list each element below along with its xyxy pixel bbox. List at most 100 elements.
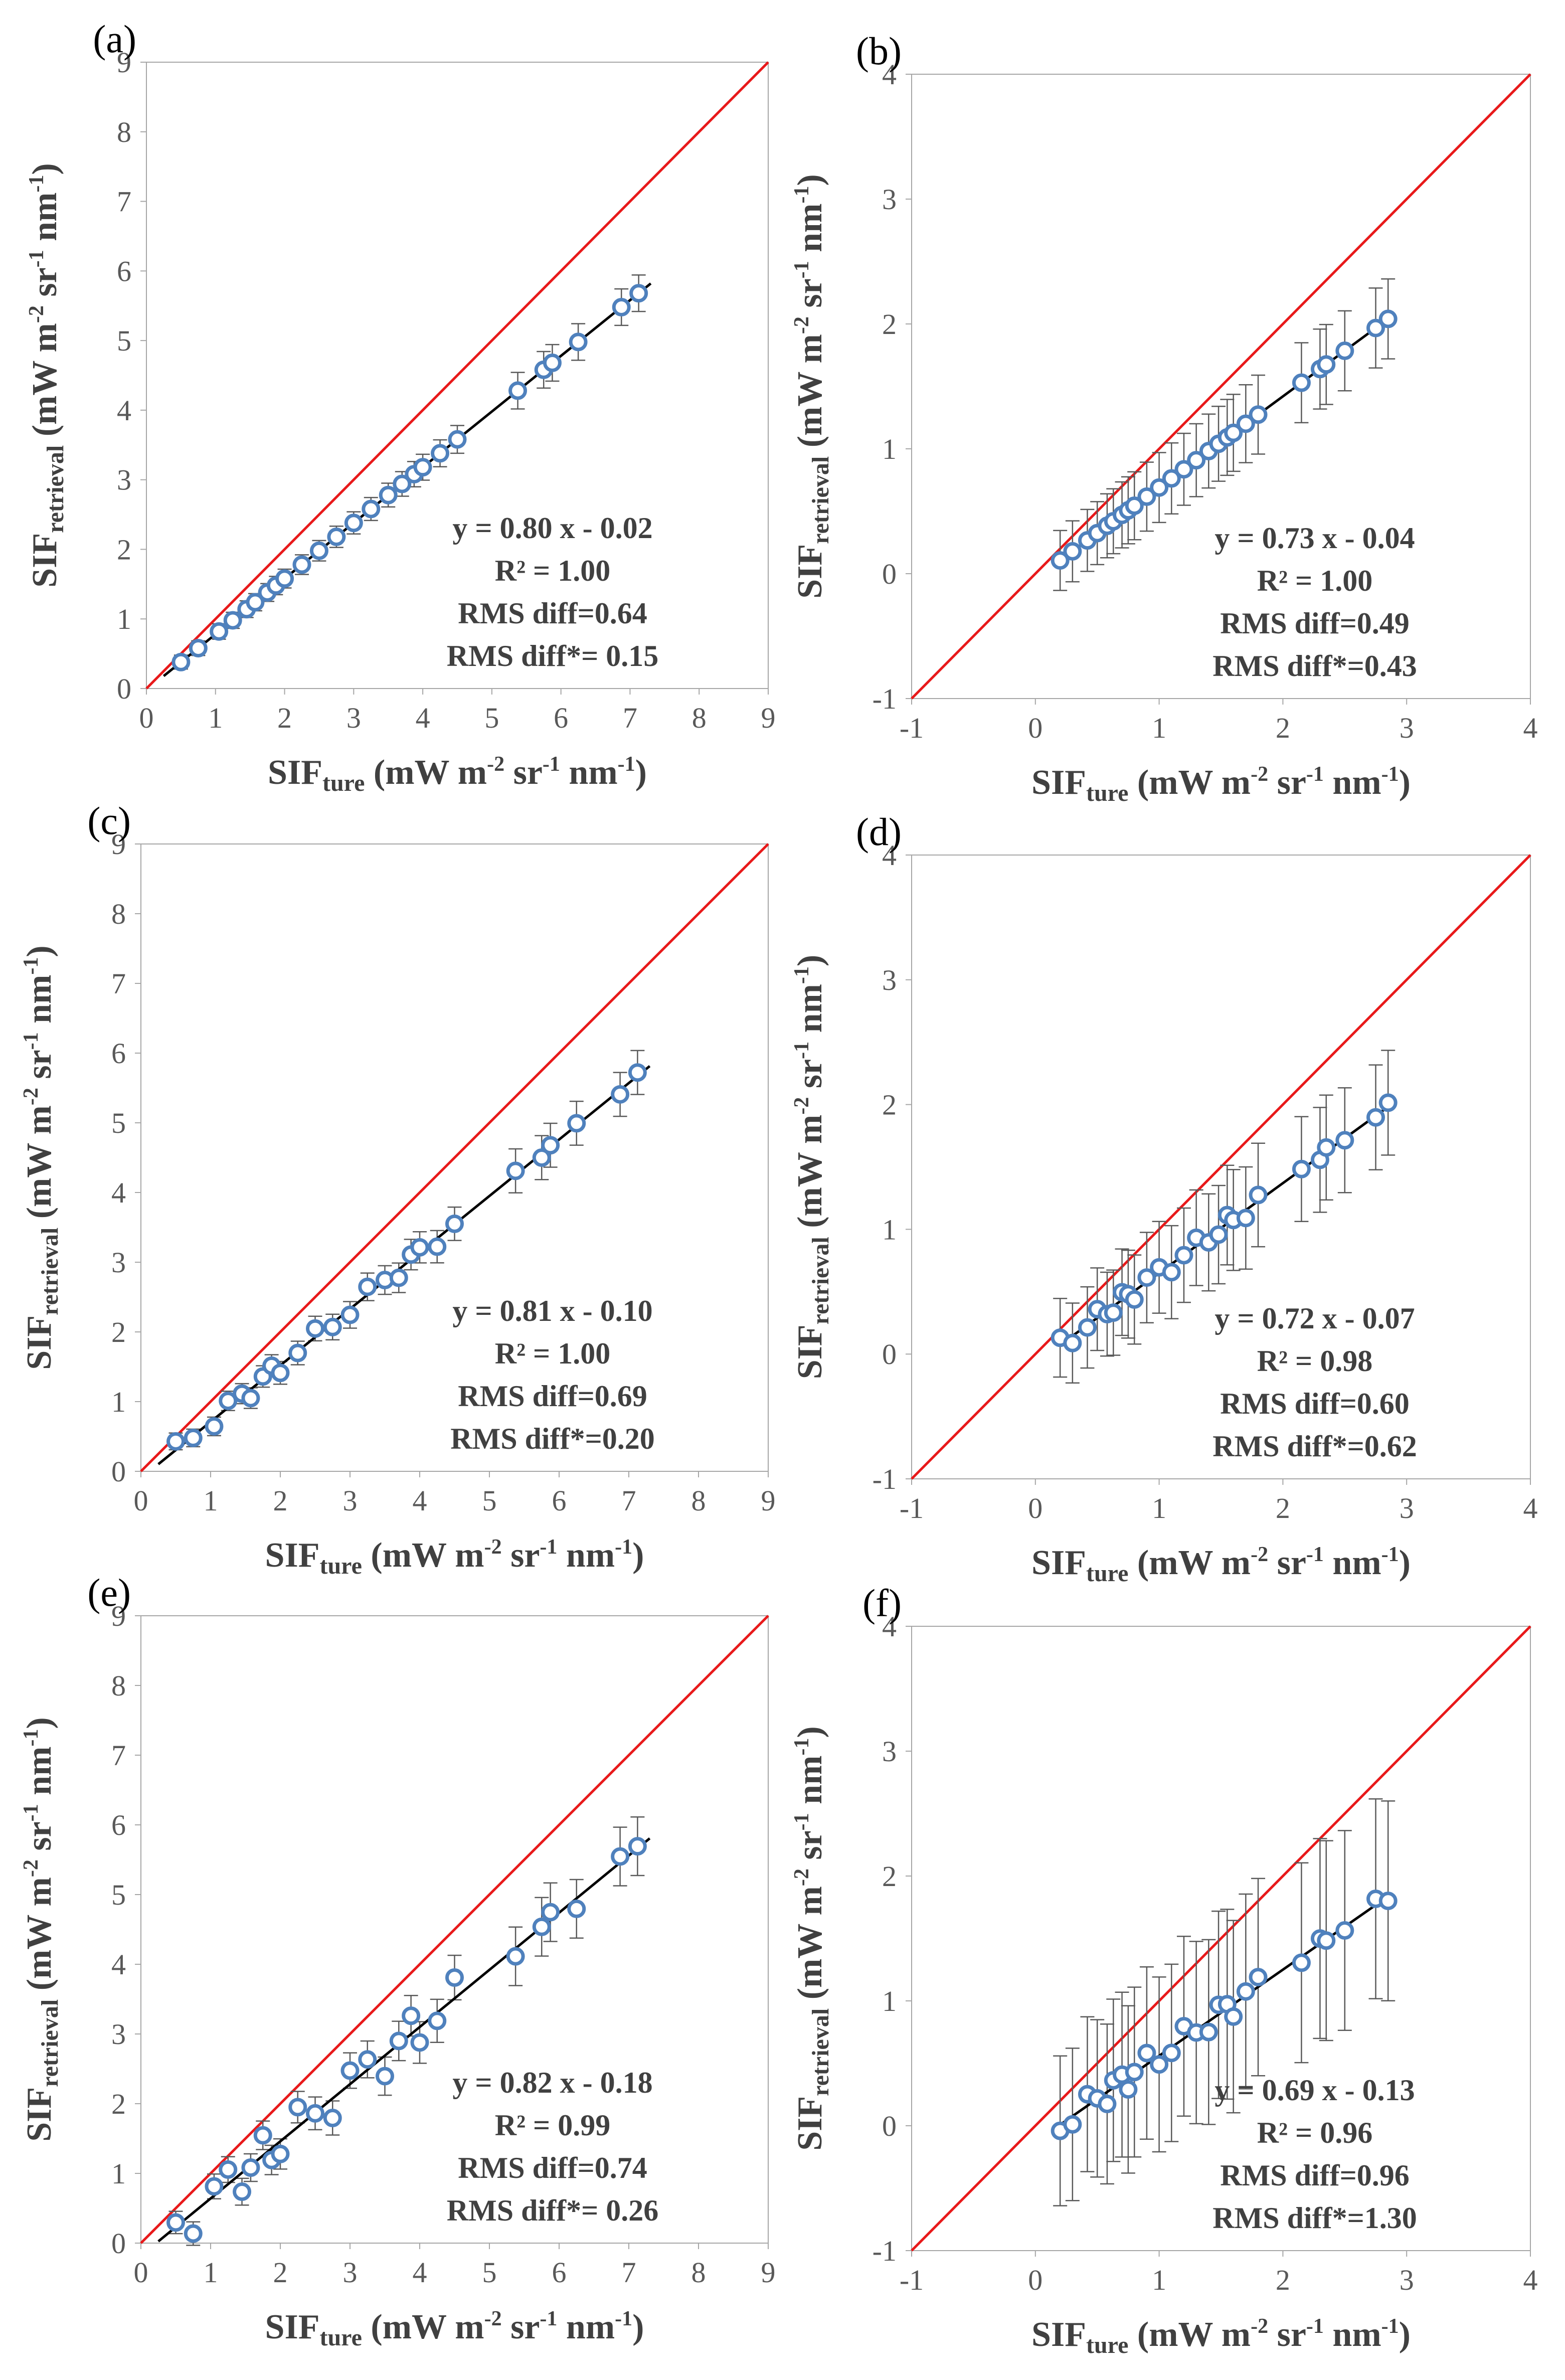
y-tick-label: 2	[882, 1860, 897, 1893]
data-point	[1150, 2055, 1169, 2074]
data-point	[171, 652, 191, 671]
x-tick-label: 2	[1276, 2264, 1290, 2296]
data-point	[309, 541, 328, 560]
x-tick-label: 1	[208, 702, 223, 734]
x-tick-label: 3	[1400, 2264, 1414, 2296]
data-point	[1209, 1225, 1228, 1244]
data-point	[413, 458, 432, 477]
plot-frame	[911, 1626, 1531, 2251]
data-point	[189, 639, 208, 658]
y-tick-label: 4	[117, 394, 131, 427]
y-tick-label: 2	[882, 1089, 897, 1121]
data-point	[1104, 1303, 1123, 1322]
x-tick-label: 2	[1276, 1492, 1290, 1524]
data-point	[323, 1317, 342, 1336]
data-point	[323, 2108, 342, 2127]
data-point	[233, 2182, 252, 2201]
y-tick-label: 1	[882, 433, 897, 465]
data-point	[628, 1837, 647, 1856]
data-point	[1078, 1318, 1097, 1337]
data-point	[1098, 2095, 1117, 2114]
data-point	[1317, 1931, 1336, 1950]
stats-annotation: y = 0.72 x - 0.07	[1214, 1302, 1415, 1335]
stats-annotation: y = 0.80 x - 0.02	[452, 512, 652, 545]
identity-line	[911, 1625, 1531, 2252]
data-point	[379, 485, 398, 504]
data-point	[223, 611, 242, 630]
y-tick-label: 6	[111, 1037, 126, 1070]
data-point	[1174, 1246, 1193, 1265]
data-point	[402, 2006, 421, 2025]
stats-annotation: y = 0.81 x - 0.10	[452, 1294, 652, 1327]
data-point	[1249, 1968, 1268, 1987]
stats-annotation: RMS diff*=0.20	[450, 1422, 655, 1455]
stats-annotation: RMS diff=0.64	[458, 597, 647, 630]
data-point	[288, 2098, 307, 2117]
x-tick-label: 0	[134, 2256, 148, 2289]
data-point	[1292, 1159, 1311, 1178]
y-tick-label: 4	[111, 1176, 126, 1209]
x-tick-label: 7	[622, 2256, 636, 2289]
data-point	[210, 622, 229, 641]
y-tick-label: 0	[111, 1455, 126, 1488]
y-tick-label: 0	[882, 2110, 897, 2142]
stats-annotation: R² = 1.00	[495, 1337, 611, 1370]
data-point	[166, 2213, 185, 2232]
data-point	[358, 2050, 377, 2069]
y-tick-label: 0	[882, 558, 897, 590]
y-tick-label: 7	[111, 1739, 126, 1772]
x-tick-label: 8	[692, 702, 707, 734]
x-tick-label: 9	[761, 702, 776, 734]
stats-annotation: RMS diff*=1.30	[1212, 2201, 1417, 2235]
x-tick-label: 3	[346, 702, 361, 734]
x-tick-label: 1	[1152, 2264, 1166, 2296]
y-tick-label: 5	[111, 1107, 126, 1139]
data-point	[271, 1364, 290, 1383]
data-point	[306, 1319, 324, 1338]
y-tick-label: 3	[882, 964, 897, 996]
data-point	[1378, 1093, 1398, 1112]
x-tick-label: 3	[1400, 1492, 1414, 1524]
stats-annotation: RMS diff=0.49	[1220, 607, 1410, 640]
plot-frame	[911, 74, 1531, 699]
data-point	[292, 555, 311, 574]
data-point	[611, 1085, 630, 1104]
data-point	[506, 1947, 525, 1966]
y-tick-label: 7	[117, 186, 131, 218]
data-point	[1249, 1185, 1268, 1205]
data-point	[1335, 1921, 1354, 1940]
y-tick-label: 9	[117, 46, 131, 79]
data-point	[253, 2126, 272, 2145]
x-tick-label: 0	[1028, 2264, 1042, 2296]
data-point	[1162, 1263, 1181, 1282]
data-point	[541, 1136, 560, 1155]
data-point	[1335, 342, 1354, 361]
y-tick-label: 4	[882, 58, 897, 91]
data-point	[1378, 309, 1398, 328]
data-point	[410, 2033, 429, 2052]
data-point	[376, 2067, 394, 2086]
data-point	[428, 2011, 447, 2030]
data-point	[1292, 373, 1311, 392]
y-tick-label: -1	[873, 2235, 897, 2267]
y-tick-label: 1	[111, 2157, 126, 2190]
data-point	[184, 2224, 203, 2243]
data-point	[445, 1968, 464, 1987]
y-tick-label: 8	[111, 898, 126, 930]
data-point	[1063, 2115, 1082, 2134]
panel-label: (d)	[856, 810, 902, 854]
data-point	[567, 1114, 586, 1133]
data-point	[569, 332, 588, 352]
data-point	[1335, 1131, 1354, 1150]
x-tick-label: 5	[484, 702, 499, 734]
x-axis-title: SIFture (mW m-2 sr-1 nm-1)	[268, 753, 647, 796]
data-point	[184, 1428, 203, 1447]
data-point	[1366, 318, 1385, 337]
data-point	[271, 2144, 290, 2163]
x-tick-label: 6	[552, 2256, 567, 2289]
y-axis-title: SIFretrieval (mW m-2 sr-1 nm-1)	[20, 945, 63, 1370]
y-tick-label: 3	[111, 1246, 126, 1279]
